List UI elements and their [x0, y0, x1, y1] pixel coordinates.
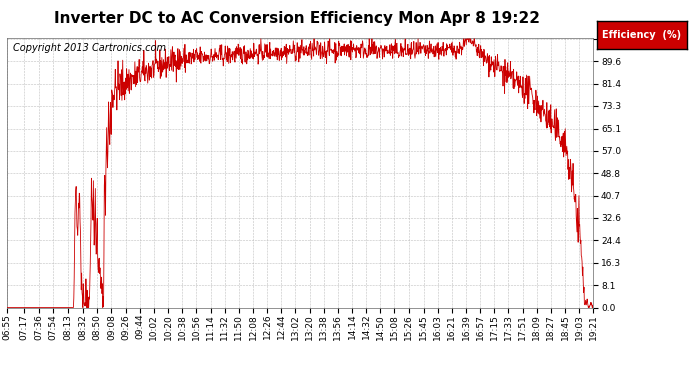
- Text: Efficiency  (%): Efficiency (%): [602, 30, 681, 40]
- Text: Copyright 2013 Cartronics.com: Copyright 2013 Cartronics.com: [13, 43, 166, 53]
- Text: Inverter DC to AC Conversion Efficiency Mon Apr 8 19:22: Inverter DC to AC Conversion Efficiency …: [54, 11, 540, 26]
